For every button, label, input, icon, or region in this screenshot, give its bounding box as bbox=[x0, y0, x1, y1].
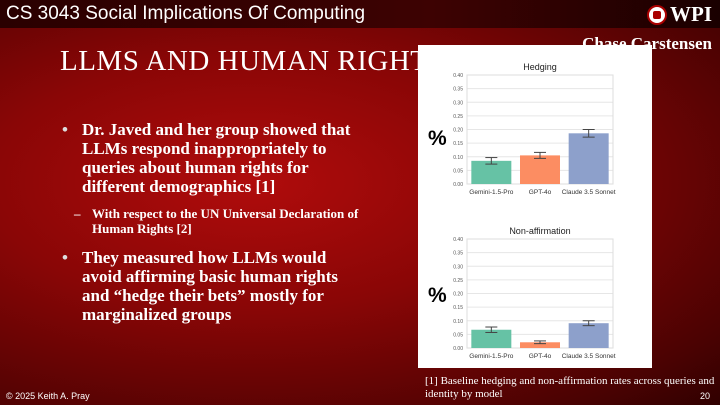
bullet-list: Dr. Javed and her group showed that LLMs… bbox=[62, 120, 362, 334]
y-tick-label: 0.35 bbox=[453, 87, 463, 93]
figure-caption: [1] Baseline hedging and non-affirmation… bbox=[425, 375, 715, 400]
y-tick-label: 0.00 bbox=[453, 346, 463, 352]
y-tick-label: 0.25 bbox=[453, 278, 463, 284]
bullet: Dr. Javed and her group showed that LLMs… bbox=[62, 120, 362, 196]
copyright: © 2025 Keith A. Pray bbox=[6, 391, 90, 401]
bar bbox=[471, 160, 512, 184]
y-axis-symbol: % bbox=[428, 127, 447, 150]
bar bbox=[568, 133, 609, 184]
y-axis-symbol: % bbox=[428, 284, 447, 307]
y-tick-label: 0.20 bbox=[453, 292, 463, 298]
y-tick-label: 0.40 bbox=[453, 73, 463, 79]
y-tick-label: 0.15 bbox=[453, 305, 463, 311]
page-number: 20 bbox=[699, 391, 710, 401]
chart-title: Hedging bbox=[523, 62, 557, 72]
non-affirmation-chart: Non-affirmation 0.00 0.05 0.10 0.15 0.20 0.25 0… bbox=[453, 226, 616, 360]
y-tick-label: 0.10 bbox=[453, 155, 463, 161]
y-tick-label: 0.10 bbox=[453, 319, 463, 325]
x-tick-label: GPT-4o bbox=[529, 353, 552, 360]
y-tick-label: 0.15 bbox=[453, 141, 463, 147]
y-tick-label: 0.25 bbox=[453, 114, 463, 120]
x-tick-label: GPT-4o bbox=[529, 189, 552, 196]
x-tick-label: Gemini-1.5-Pro bbox=[469, 189, 513, 196]
chart-title: Non-affirmation bbox=[509, 226, 570, 236]
x-tick-label: Claude 3.5 Sonnet bbox=[562, 353, 616, 360]
bar bbox=[520, 155, 560, 184]
y-tick-label: 0.30 bbox=[453, 264, 463, 270]
header-bar bbox=[0, 0, 720, 28]
y-tick-label: 0.05 bbox=[453, 332, 463, 338]
y-tick-label: 0.00 bbox=[453, 182, 463, 188]
y-tick-label: 0.20 bbox=[453, 128, 463, 134]
y-tick-label: 0.05 bbox=[453, 168, 463, 174]
logo-text: WPI bbox=[670, 2, 712, 26]
y-tick-label: 0.35 bbox=[453, 251, 463, 257]
y-tick-label: 0.30 bbox=[453, 100, 463, 106]
bar bbox=[471, 329, 512, 348]
sub-bullet: With respect to the UN Universal Declara… bbox=[62, 206, 362, 236]
bullet: They measured how LLMs would avoid affir… bbox=[62, 248, 362, 324]
wpi-logo: WPI bbox=[647, 2, 712, 27]
x-tick-label: Gemini-1.5-Pro bbox=[469, 353, 513, 360]
y-tick-label: 0.40 bbox=[453, 237, 463, 243]
course-title: CS 3043 Social Implications Of Computing bbox=[6, 3, 366, 24]
x-tick-label: Claude 3.5 Sonnet bbox=[562, 189, 616, 196]
slide-title: LLMS AND HUMAN RIGHTS bbox=[60, 45, 446, 77]
hedging-chart: Hedging 0.00 0.05 0.10 0.15 0.20 0.25 0.30 0.35 0… bbox=[453, 62, 616, 196]
bar bbox=[568, 323, 609, 348]
bar bbox=[520, 342, 560, 348]
seal-icon bbox=[647, 4, 667, 25]
